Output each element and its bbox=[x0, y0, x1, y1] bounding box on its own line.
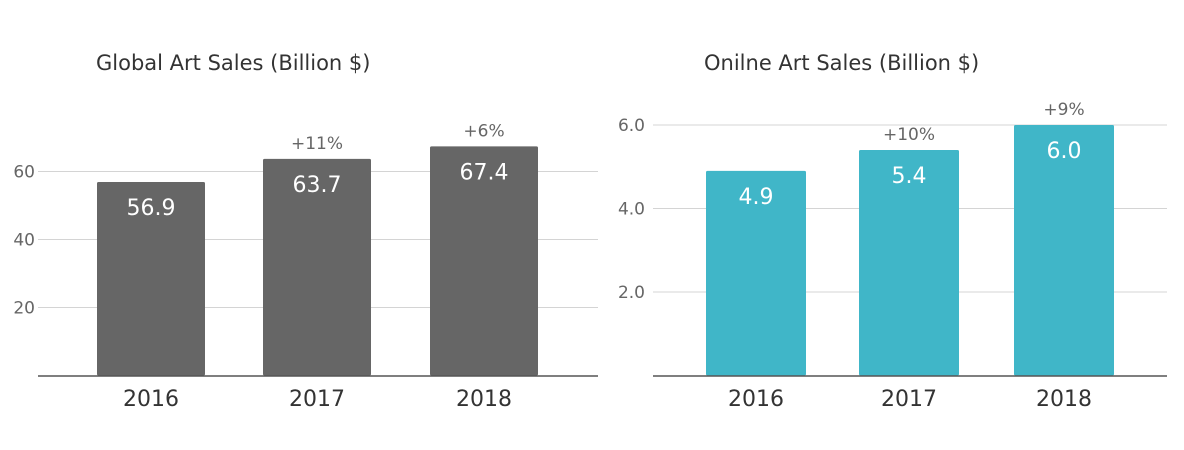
chart-title: Global Art Sales (Billion $) bbox=[96, 51, 370, 75]
x-tick-label: 2016 bbox=[123, 387, 179, 412]
chart-title: Onilne Art Sales (Billion $) bbox=[704, 51, 979, 75]
bar-value-label: 56.9 bbox=[127, 196, 176, 221]
bar-value-label: 5.4 bbox=[892, 164, 927, 189]
bar-2017 bbox=[263, 158, 371, 376]
bar-value-label: 63.7 bbox=[293, 173, 342, 198]
bar-value-label: 6.0 bbox=[1047, 139, 1082, 164]
x-tick-label: 2016 bbox=[728, 387, 784, 412]
online-sales-chart: Onilne Art Sales (Billion $) 2.0 4.0 6.0 4.9… bbox=[618, 51, 1167, 412]
x-tick-label: 2017 bbox=[289, 387, 345, 412]
growth-label: +11% bbox=[291, 134, 343, 154]
growth-label: +9% bbox=[1043, 100, 1084, 120]
y-tick-label: 6.0 bbox=[618, 116, 645, 136]
growth-label: +6% bbox=[463, 121, 504, 141]
bar-2018 bbox=[1014, 125, 1114, 376]
growth-label: +10% bbox=[883, 125, 935, 145]
bar-2016 bbox=[706, 170, 806, 376]
global-sales-chart: Global Art Sales (Billion $) 20 40 60 56.9 20… bbox=[13, 51, 598, 412]
y-tick-label: 60 bbox=[13, 163, 35, 183]
y-tick-label: 40 bbox=[13, 231, 35, 251]
x-tick-label: 2018 bbox=[1036, 387, 1092, 412]
y-tick-label: 4.0 bbox=[618, 200, 645, 220]
bar-2016 bbox=[97, 182, 205, 376]
y-tick-label: 20 bbox=[13, 299, 35, 319]
y-tick-label: 2.0 bbox=[618, 283, 645, 303]
bar-2017 bbox=[859, 150, 959, 376]
x-tick-label: 2018 bbox=[456, 387, 512, 412]
bar-value-label: 4.9 bbox=[739, 185, 774, 210]
bar-2018 bbox=[430, 146, 538, 376]
x-tick-label: 2017 bbox=[881, 387, 937, 412]
bar-value-label: 67.4 bbox=[460, 160, 509, 185]
